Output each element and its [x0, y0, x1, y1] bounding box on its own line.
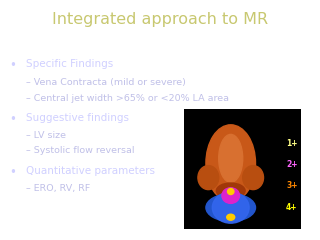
- Ellipse shape: [216, 183, 245, 199]
- Ellipse shape: [206, 125, 256, 202]
- Text: – LV size: – LV size: [26, 131, 66, 140]
- Text: Quantitative parameters: Quantitative parameters: [26, 166, 155, 176]
- Ellipse shape: [206, 194, 256, 221]
- Ellipse shape: [222, 188, 239, 204]
- Ellipse shape: [228, 189, 234, 194]
- Text: •: •: [10, 166, 16, 179]
- Text: 4+: 4+: [286, 203, 298, 212]
- Text: 3+: 3+: [286, 181, 298, 191]
- Text: – Central jet width >65% or <20% LA area: – Central jet width >65% or <20% LA area: [26, 94, 228, 103]
- Text: – Vena Contracta (mild or severe): – Vena Contracta (mild or severe): [26, 78, 186, 87]
- Text: •: •: [10, 113, 16, 126]
- FancyBboxPatch shape: [184, 109, 301, 229]
- Ellipse shape: [212, 192, 249, 223]
- Text: Suggestive findings: Suggestive findings: [26, 113, 129, 123]
- Ellipse shape: [219, 134, 243, 182]
- Text: Specific Findings: Specific Findings: [26, 59, 113, 69]
- Ellipse shape: [198, 166, 219, 190]
- Ellipse shape: [227, 214, 235, 220]
- Text: – ERO, RV, RF: – ERO, RV, RF: [26, 184, 90, 192]
- Text: •: •: [10, 59, 16, 72]
- Ellipse shape: [243, 166, 264, 190]
- Text: 2+: 2+: [286, 160, 298, 169]
- Text: Integrated approach to MR: Integrated approach to MR: [52, 12, 268, 27]
- Text: – Systolic flow reversal: – Systolic flow reversal: [26, 146, 134, 156]
- Text: 1+: 1+: [286, 139, 298, 149]
